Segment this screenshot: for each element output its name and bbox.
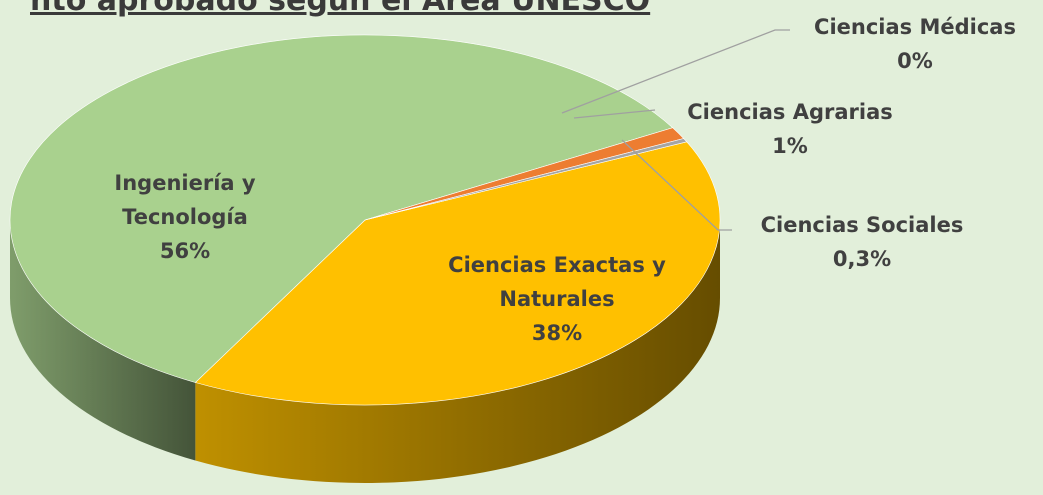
leader-lines <box>561 29 790 231</box>
category-label: Ingeniería y Tecnología <box>114 171 256 229</box>
leader-line <box>561 29 790 114</box>
data-label: Ciencias Sociales 0,3% <box>702 208 1022 276</box>
data-label: Ciencias Agrarias 1% <box>640 95 940 163</box>
slice-side <box>10 220 196 461</box>
category-label: Ciencias Agrarias <box>687 100 893 124</box>
category-label: Ciencias Sociales <box>760 213 964 237</box>
value-label: 0,3% <box>832 247 892 271</box>
slice <box>9 34 674 383</box>
data-label: Ingeniería y Tecnología 56% <box>80 166 290 268</box>
slice-side <box>195 220 721 483</box>
slice <box>194 141 721 406</box>
category-label: Ciencias Médicas <box>814 15 1016 39</box>
slice <box>364 138 688 221</box>
leader-line <box>621 139 732 231</box>
value-label: 38% <box>531 321 583 345</box>
data-label: Ciencias Exactas y Naturales 38% <box>417 248 697 350</box>
value-label: 56% <box>159 239 211 263</box>
value-label: 0% <box>897 49 933 73</box>
chart-title: nto aprobado según el Área UNESCO <box>30 0 651 18</box>
leader-line <box>573 109 656 119</box>
category-label: Ciencias Exactas y Naturales <box>448 253 666 311</box>
value-label: 1% <box>772 134 808 158</box>
data-label: Ciencias Médicas 0% <box>765 10 1043 78</box>
